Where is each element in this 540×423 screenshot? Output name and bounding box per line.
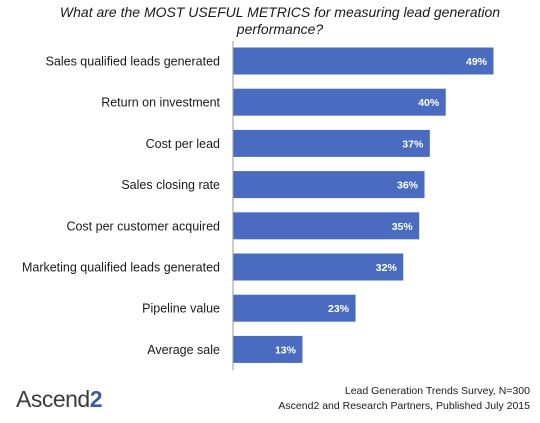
bar	[233, 88, 446, 116]
data-label: 35%	[392, 221, 414, 233]
bar	[233, 212, 420, 240]
category-label: Cost per lead	[146, 137, 220, 151]
bar	[233, 47, 494, 75]
chart-title: What are the MOST USEFUL METRICS for mea…	[59, 4, 501, 37]
bar	[233, 129, 430, 157]
category-label: Average sale	[147, 343, 220, 357]
ascend2-logo: Ascend2	[16, 386, 103, 413]
bar	[233, 335, 303, 363]
category-label: Cost per customer acquired	[66, 219, 220, 233]
data-label: 23%	[328, 303, 350, 315]
category-label: Marketing qualified leads generated	[22, 261, 220, 275]
bar	[233, 171, 425, 199]
footer-line-2: Ascend2 and Research Partners, Published…	[278, 400, 530, 412]
logo-text: Ascend	[16, 386, 90, 412]
data-label: 13%	[275, 344, 297, 356]
category-label: Pipeline value	[142, 302, 220, 316]
data-label: 49%	[466, 56, 488, 68]
data-label: 36%	[397, 180, 419, 192]
logo-number: 2	[89, 386, 103, 412]
category-label: Return on investment	[101, 96, 220, 110]
bar-chart: Sales qualified leads generated 49% Return…	[22, 41, 494, 370]
bar	[233, 253, 404, 281]
source-footer: Lead Generation Trends Survey, N=300 Asc…	[278, 384, 530, 414]
data-label: 37%	[402, 138, 424, 150]
data-label: 40%	[418, 97, 440, 109]
category-label: Sales closing rate	[121, 178, 220, 192]
data-label: 32%	[376, 262, 398, 274]
footer-line-1: Lead Generation Trends Survey, N=300	[344, 385, 530, 397]
bar	[233, 294, 356, 322]
category-label: Sales qualified leads generated	[46, 55, 220, 69]
